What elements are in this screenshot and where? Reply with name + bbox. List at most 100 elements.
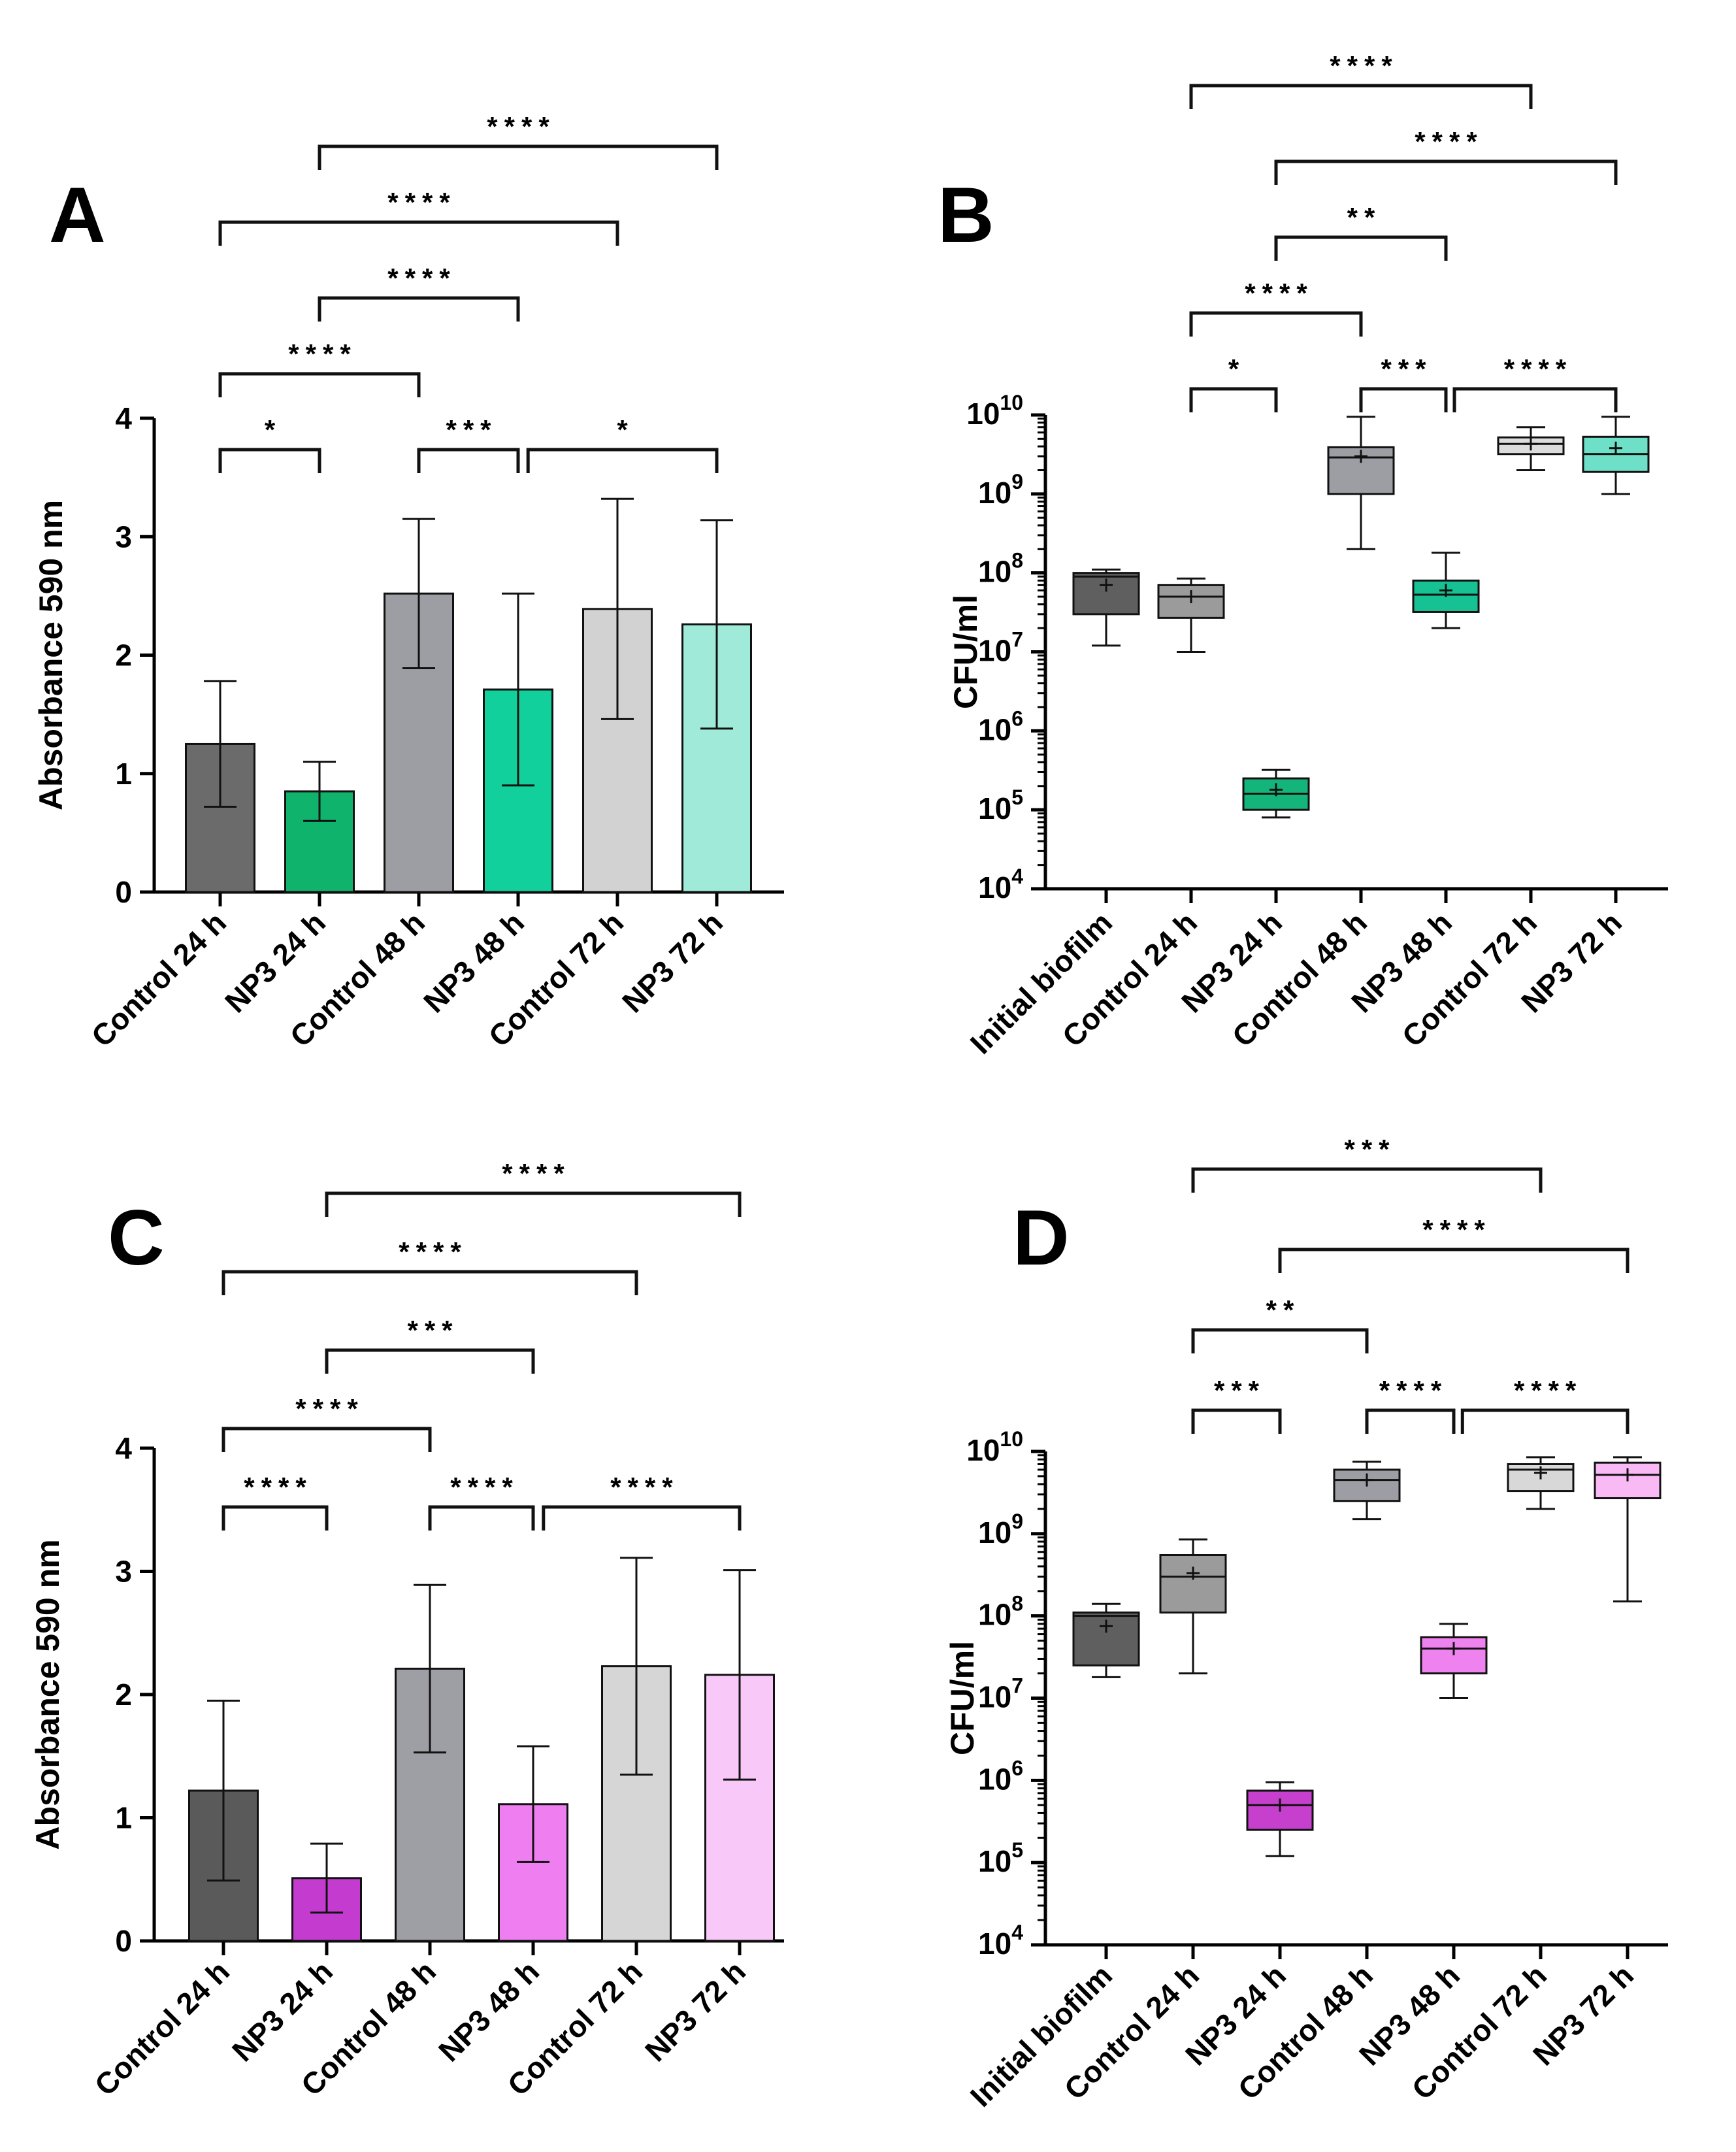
- tick-exponent: 4: [1011, 865, 1023, 888]
- tick-exponent: 6: [1011, 1756, 1023, 1780]
- x-category-label: Control 24 h: [85, 905, 233, 1053]
- significance-bracket: [1189, 311, 1363, 337]
- significance-label: ****: [1422, 1214, 1491, 1245]
- tick-base: 10: [978, 634, 1011, 668]
- y-tick-label: 3: [115, 1555, 132, 1589]
- panel-letter: D: [1013, 1194, 1070, 1282]
- significance-label: ****: [1245, 278, 1313, 308]
- y-tick-label: 105: [978, 1838, 1023, 1878]
- x-category-label: Control 24 h: [88, 1954, 237, 2102]
- significance-label: ****: [387, 263, 456, 293]
- y-tick-label: 106: [978, 1756, 1023, 1796]
- tick-base: 10: [966, 1433, 1000, 1467]
- y-tick-label: 108: [978, 1592, 1023, 1632]
- significance-bracket: [1274, 235, 1448, 261]
- tick-exponent: 5: [1011, 1838, 1023, 1862]
- significance-bracket: [1278, 1248, 1630, 1273]
- y-axis-title: CFU/ml: [947, 595, 984, 709]
- significance-bracket: [1274, 159, 1618, 185]
- significance-label: ****: [1330, 50, 1398, 81]
- significance-bracket: [1191, 1408, 1282, 1434]
- significance-label: ****: [244, 1472, 312, 1502]
- significance-bracket: [325, 1348, 535, 1374]
- tick-exponent: 4: [1011, 1921, 1023, 1944]
- tick-base: 10: [978, 870, 1011, 904]
- tick-exponent: 9: [1011, 470, 1023, 493]
- tick-base: 10: [978, 555, 1011, 589]
- significance-label: ***: [1381, 354, 1432, 384]
- y-tick-label: 0: [115, 1924, 132, 1958]
- significance-label: *: [265, 414, 282, 445]
- significance-bracket: [1189, 84, 1533, 109]
- significance-bracket: [1191, 1328, 1369, 1353]
- significance-label: ****: [487, 111, 555, 142]
- tick-base: 10: [978, 1927, 1011, 1961]
- significance-label: ***: [407, 1315, 459, 1346]
- significance-bracket: [325, 1191, 742, 1217]
- y-tick-label: 1010: [966, 1427, 1023, 1467]
- significance-bracket: [1452, 387, 1618, 412]
- significance-label: ***: [1344, 1134, 1396, 1165]
- significance-bracket: [218, 448, 321, 473]
- panel-letter: C: [108, 1194, 165, 1282]
- y-tick-label: 3: [115, 520, 132, 554]
- y-tick-label: 109: [978, 1510, 1023, 1549]
- tick-base: 10: [978, 476, 1011, 510]
- significance-bracket: [221, 1505, 329, 1531]
- y-tick-label: 107: [978, 628, 1023, 668]
- significance-bracket: [221, 1270, 638, 1295]
- tick-base: 10: [978, 1515, 1011, 1549]
- significance-label: *: [617, 414, 634, 445]
- significance-bracket: [1191, 1167, 1543, 1193]
- y-tick-label: 104: [978, 1921, 1023, 1961]
- y-tick-label: 4: [115, 401, 132, 435]
- significance-label: ****: [1514, 1375, 1582, 1406]
- significance-label: ****: [387, 187, 456, 218]
- significance-label: *: [1228, 354, 1245, 384]
- significance-bracket: [526, 448, 719, 473]
- significance-label: ***: [1214, 1375, 1266, 1406]
- significance-label: ***: [446, 414, 497, 445]
- y-tick-label: 0: [115, 875, 132, 909]
- panel-letter: A: [49, 171, 106, 259]
- significance-bracket: [417, 448, 520, 473]
- tick-exponent: 10: [1000, 1427, 1023, 1451]
- tick-base: 10: [966, 397, 1000, 431]
- y-tick-label: 4: [115, 1431, 132, 1465]
- tick-base: 10: [978, 791, 1011, 825]
- panel-letter: B: [938, 171, 994, 259]
- y-tick-label: 107: [978, 1674, 1023, 1714]
- significance-bracket: [318, 296, 520, 322]
- tick-exponent: 8: [1011, 549, 1023, 572]
- y-tick-label: 2: [115, 638, 132, 672]
- significance-label: ****: [295, 1393, 364, 1424]
- tick-exponent: 10: [1000, 391, 1023, 414]
- y-tick-label: 105: [978, 786, 1023, 825]
- significance-bracket: [542, 1505, 742, 1531]
- tick-exponent: 5: [1011, 786, 1023, 809]
- significance-bracket: [428, 1505, 535, 1531]
- tick-base: 10: [978, 1680, 1011, 1714]
- y-tick-label: 1: [115, 757, 132, 791]
- significance-bracket: [1460, 1408, 1630, 1434]
- y-tick-label: 2: [115, 1678, 132, 1712]
- y-tick-label: 109: [978, 470, 1023, 510]
- significance-label: ****: [1504, 354, 1573, 384]
- y-tick-label: 104: [978, 865, 1023, 904]
- tick-exponent: 6: [1011, 706, 1023, 730]
- tick-base: 10: [978, 712, 1011, 746]
- significance-bracket: [218, 372, 421, 397]
- significance-label: **: [1347, 202, 1382, 233]
- box: [1159, 1554, 1227, 1614]
- significance-label: ****: [502, 1158, 570, 1189]
- tick-exponent: 8: [1011, 1592, 1023, 1615]
- tick-base: 10: [978, 1598, 1011, 1632]
- tick-base: 10: [978, 1762, 1011, 1796]
- significance-label: ****: [450, 1472, 519, 1502]
